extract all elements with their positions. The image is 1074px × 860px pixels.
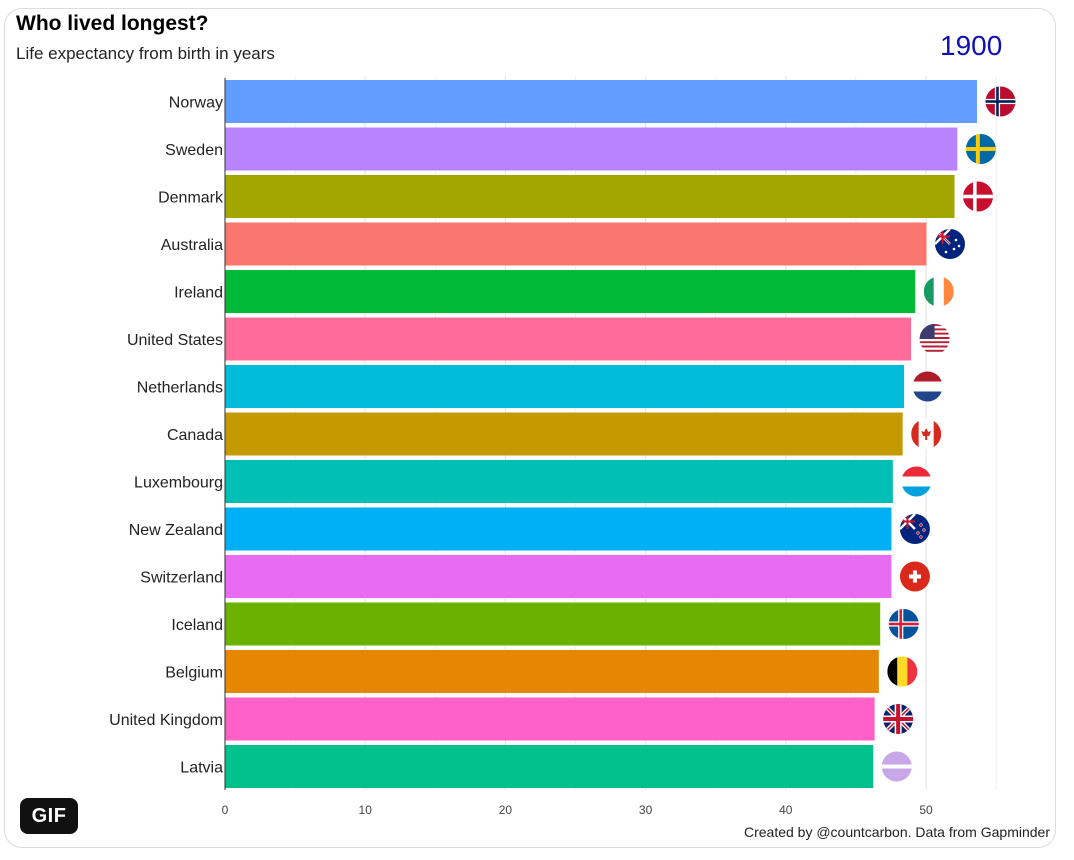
- flag-new-zealand-icon: [899, 514, 930, 544]
- bar-new-zealand: [225, 507, 892, 551]
- flag-ireland-icon: [923, 276, 954, 307]
- category-label: Belgium: [165, 665, 223, 682]
- x-tick-label: 0: [222, 803, 229, 817]
- category-label: New Zealand: [129, 522, 223, 539]
- flag-canada-icon: [911, 419, 942, 449]
- category-label: Luxembourg: [134, 475, 223, 492]
- chart-title: Who lived longest?: [16, 12, 209, 35]
- bar-belgium: [225, 650, 879, 693]
- category-label: Sweden: [165, 142, 223, 159]
- category-label: Iceland: [171, 617, 223, 634]
- bar-australia: [225, 222, 927, 266]
- x-tick-label: 30: [639, 803, 653, 817]
- chart-subtitle: Life expectancy from birth in years: [16, 44, 275, 63]
- source-caption: Created by @countcarbon. Data from Gapmi…: [743, 824, 1050, 840]
- category-label: Ireland: [174, 285, 223, 302]
- category-label: Netherlands: [137, 380, 223, 397]
- category-label: United States: [127, 332, 223, 349]
- category-label: Denmark: [158, 190, 224, 207]
- x-tick-label: 10: [359, 803, 373, 817]
- category-label: Australia: [161, 237, 223, 254]
- bar-united-kingdom: [225, 697, 875, 741]
- x-tick-label: 40: [779, 803, 793, 817]
- bar-netherlands: [225, 365, 905, 408]
- bar-norway: [225, 80, 977, 123]
- gif-badge[interactable]: GIF: [20, 798, 78, 834]
- bar-united-states: [225, 317, 912, 361]
- bar-switzerland: [225, 555, 892, 598]
- flag-norway-icon: [985, 86, 1016, 117]
- bar-iceland: [225, 602, 881, 646]
- flag-sweden-icon: [965, 134, 996, 164]
- bar-latvia: [225, 745, 874, 788]
- bar-luxembourg: [225, 460, 893, 503]
- bar-ireland: [225, 270, 916, 313]
- x-tick-label: 20: [499, 803, 513, 817]
- flag-luxembourg-icon: [901, 466, 932, 497]
- flag-united-kingdom-icon: [883, 704, 914, 734]
- bar-canada: [225, 412, 903, 456]
- category-label: Switzerland: [140, 570, 223, 587]
- flag-switzerland-icon: [899, 561, 930, 592]
- category-label: Norway: [169, 95, 223, 112]
- year-label: 1900: [940, 30, 1003, 61]
- bar-denmark: [225, 175, 955, 218]
- flag-australia-icon: [935, 229, 965, 259]
- flag-united-states-icon: [919, 324, 950, 354]
- flag-latvia-icon: [881, 751, 912, 782]
- flag-denmark-icon: [963, 181, 994, 212]
- flag-iceland-icon: [888, 609, 919, 639]
- category-label: United Kingdom: [109, 712, 223, 729]
- bar-sweden: [225, 127, 958, 171]
- x-tick-label: 50: [919, 803, 933, 817]
- category-label: Canada: [167, 427, 223, 444]
- category-label: Latvia: [180, 760, 223, 777]
- flag-belgium-icon: [887, 656, 918, 687]
- flag-netherlands-icon: [912, 371, 943, 402]
